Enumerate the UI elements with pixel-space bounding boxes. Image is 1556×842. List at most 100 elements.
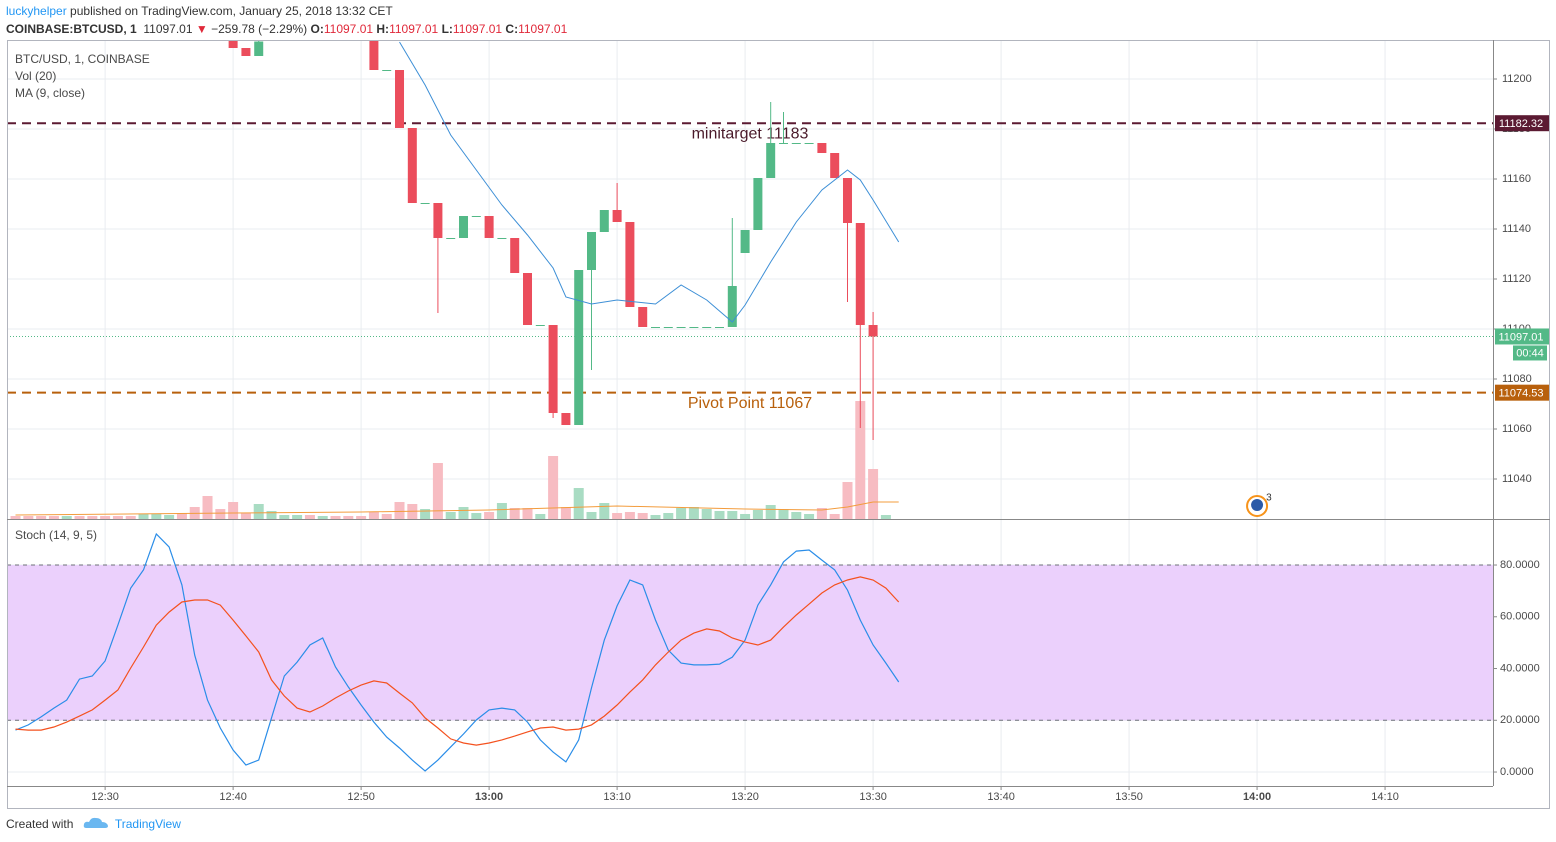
x-tick-label: 14:00 [1243,791,1271,803]
event-count: 3 [1266,493,1272,504]
footer: Created with TradingView [6,816,181,831]
volume-bar [676,508,687,519]
ohlc-value: 11097.01 [389,22,439,36]
y-tick-label: 11200 [1502,73,1532,85]
candle-body [868,325,878,337]
candle-body [382,70,392,71]
candle-body [523,273,533,325]
event-flag [1251,499,1264,511]
ohlc-label: L: [441,22,453,36]
candle-body [471,216,481,217]
published: published on TradingView.com, January 25… [70,4,393,18]
created-with: Created with [6,817,74,831]
level-badge [1495,115,1549,132]
volume-bar [445,512,456,519]
frame [7,40,1550,809]
candle-body [433,203,443,238]
candle-body [535,325,545,326]
volume-bar [740,514,751,519]
volume-bar [496,503,507,519]
level-badge-label: 11074.53 [1498,388,1543,400]
ohlc-label: H: [376,22,390,36]
candle-body [714,327,724,328]
candle-body [740,230,750,253]
volume-bar [279,515,290,519]
volume-bar [420,509,431,519]
brand[interactable]: TradingView [114,817,181,831]
change: −259.78 (−2.29%) [211,22,308,36]
candle-body [689,327,699,328]
volume-bar [868,469,879,519]
last-price-badge [1495,328,1549,345]
volume-bar [599,503,610,519]
candle-body [561,413,571,425]
candle-body [702,327,712,328]
volume-ma-line [15,501,899,516]
volume-bar [842,482,853,519]
x-tick-label: 13:30 [859,791,887,803]
candle-body [420,203,430,204]
y-tick-label: 11120 [1502,273,1531,285]
volume-bar [240,513,251,519]
volume-bar [752,510,763,519]
quote-line: COINBASE:BTCUSD, 1 11097.01 ▼ −259.78 (−… [6,22,567,36]
volume-bar [176,513,187,519]
candle-body [842,178,852,223]
candle-body [766,143,776,178]
y-tick-label: 60.0000 [1500,611,1540,623]
volume-bar [855,401,866,519]
candle-body [548,325,558,413]
volume-bar [471,513,482,519]
volume-bar [509,508,520,519]
y-tick-label: 80.0000 [1500,559,1540,571]
volume-bar [368,512,379,519]
volume-bar [202,496,213,519]
change-arrow: ▼ [195,22,208,36]
candle-body [625,222,635,307]
ohlc-value: 11097.01 [518,22,568,36]
volume-bar [356,516,367,519]
volume-bar [253,504,264,519]
stoch-title: Stoch (14, 9, 5) [15,528,97,542]
x-tick-label: 13:50 [1115,791,1143,803]
ohlc-value: 11097.01 [323,22,374,36]
y-tick-label: 11080 [1502,373,1532,385]
logo[interactable] [83,816,109,830]
last: 11097.01 [143,22,193,36]
x-tick-label: 12:50 [347,791,375,803]
volume-bar [125,516,136,519]
candle-body [817,143,827,153]
y-tick-label: 20.0000 [1500,714,1540,726]
y-tick-label: 11140 [1502,223,1531,235]
volume-bar [381,514,392,519]
volume-bar [48,516,59,519]
volume-bar [880,515,891,519]
volume-bar [522,508,533,519]
countdown-badge [1513,345,1547,361]
volume-bar [663,513,674,519]
symbol: COINBASE:BTCUSD, 1 [6,22,137,36]
ohlc-label: O: [310,22,324,36]
publish-line: luckyhelper published on TradingView.com… [6,4,393,18]
candle-body [407,128,417,203]
level-badge [1495,384,1549,401]
volume-bar [650,515,661,519]
x-tick-label: 12:30 [91,791,119,803]
candle-body [638,307,648,327]
volume-bar [215,509,226,519]
volume-bar [292,515,303,519]
volume-bar [266,511,277,519]
volume-bar [484,512,495,519]
candle-body [855,223,865,325]
author[interactable]: luckyhelper [6,4,67,18]
grid [7,40,1493,786]
logo-cloud [83,817,108,828]
candle-body [484,216,494,238]
axes: 12:30 12:40 12:50 13:00 13:10 13:20 13:30 13:40… [91,73,1549,803]
x-tick-label: 13:00 [475,791,503,803]
candle-body [791,143,801,144]
x-tick-label: 13:20 [731,791,759,803]
candle-body [574,270,584,425]
x-tick-label: 12:40 [219,791,247,803]
